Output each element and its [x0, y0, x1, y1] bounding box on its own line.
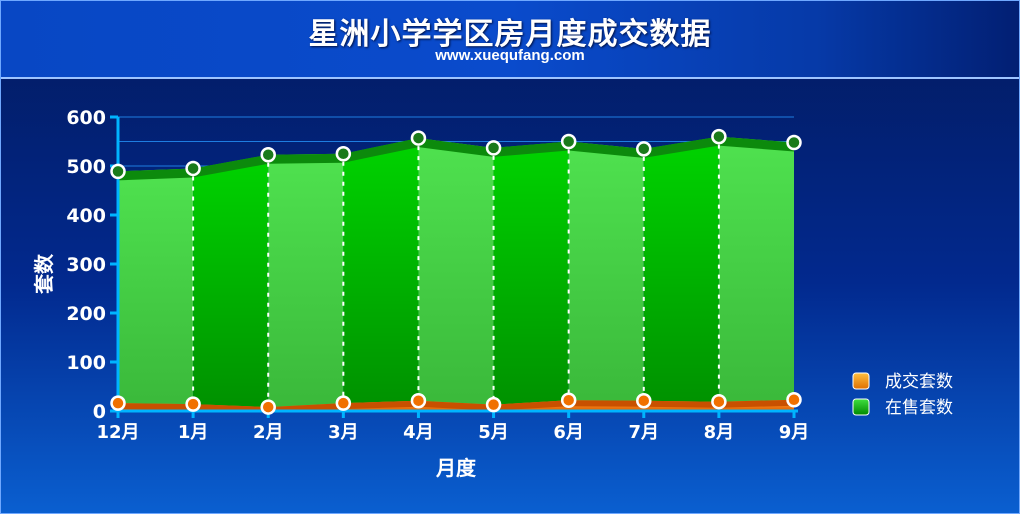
on-sale-point: [786, 134, 802, 151]
legend-swatch: [852, 398, 870, 416]
legend-item-on-sale: 在售套数: [852, 398, 953, 418]
on-sale-point: [560, 133, 577, 150]
y-tick-label: 300: [66, 254, 106, 276]
deals-point: [636, 392, 652, 409]
chart-subtitle: www.xuequfang.com: [435, 47, 585, 64]
deals-point: [260, 399, 276, 415]
x-axis-title: 月度: [435, 456, 477, 480]
on-sale-point: [335, 146, 352, 162]
y-tick-label: 100: [66, 352, 106, 374]
on-sale-point: [711, 128, 727, 145]
deals-point: [110, 395, 126, 411]
on-sale-area-band: [718, 136, 794, 411]
y-axis-title: 套数: [32, 253, 56, 294]
chart-header: 星洲小学学区房月度成交数据 www.xuequfang.com: [1, 1, 1019, 79]
legend-label: 在售套数: [885, 398, 953, 418]
x-tick-label: 12月: [96, 422, 139, 443]
deals-top-edge: [118, 399, 794, 411]
on-sale-area-band: [193, 154, 269, 411]
deals-point: [185, 396, 201, 412]
y-tick-label: 400: [66, 205, 106, 227]
on-sale-top-edge: [118, 136, 794, 181]
x-tick-label: 6月: [553, 422, 584, 443]
legend-swatch: [852, 372, 870, 390]
on-sale-point: [636, 141, 652, 157]
on-sale-area-band: [343, 138, 419, 411]
x-tick-label: 2月: [253, 422, 284, 443]
on-sale-area-band: [118, 168, 194, 411]
x-tick-label: 3月: [328, 422, 359, 443]
deals-point: [560, 392, 577, 408]
x-tick-label: 1月: [178, 422, 209, 443]
y-tick-label: 600: [66, 107, 106, 129]
on-sale-point: [110, 163, 126, 180]
deals-point: [485, 396, 502, 413]
x-tick-label: 8月: [704, 422, 735, 443]
y-tick-label: 200: [66, 303, 106, 325]
deals-point: [335, 395, 352, 411]
on-sale-area-band: [493, 141, 569, 411]
on-sale-area-band: [418, 138, 494, 411]
on-sale-point: [410, 130, 427, 146]
on-sale-area-band: [568, 141, 644, 411]
chart-title: 星洲小学学区房月度成交数据: [308, 17, 712, 52]
on-sale-area-band: [643, 136, 719, 411]
y-tick-label: 0: [93, 401, 106, 423]
on-sale-point: [260, 146, 276, 163]
deals-point: [711, 393, 727, 410]
deals-point: [786, 391, 802, 408]
deals-point: [410, 392, 427, 409]
x-tick-label: 5月: [478, 422, 509, 443]
legend-label: 成交套数: [885, 372, 953, 392]
legend-item-deals: 成交套数: [852, 372, 953, 392]
x-tick-label: 7月: [629, 422, 660, 443]
on-sale-area-band: [268, 153, 344, 411]
y-tick-label: 500: [66, 156, 106, 178]
on-sale-point: [185, 160, 201, 177]
x-tick-label: 4月: [403, 422, 434, 443]
on-sale-point: [485, 140, 502, 156]
x-tick-label: 9月: [779, 422, 810, 443]
